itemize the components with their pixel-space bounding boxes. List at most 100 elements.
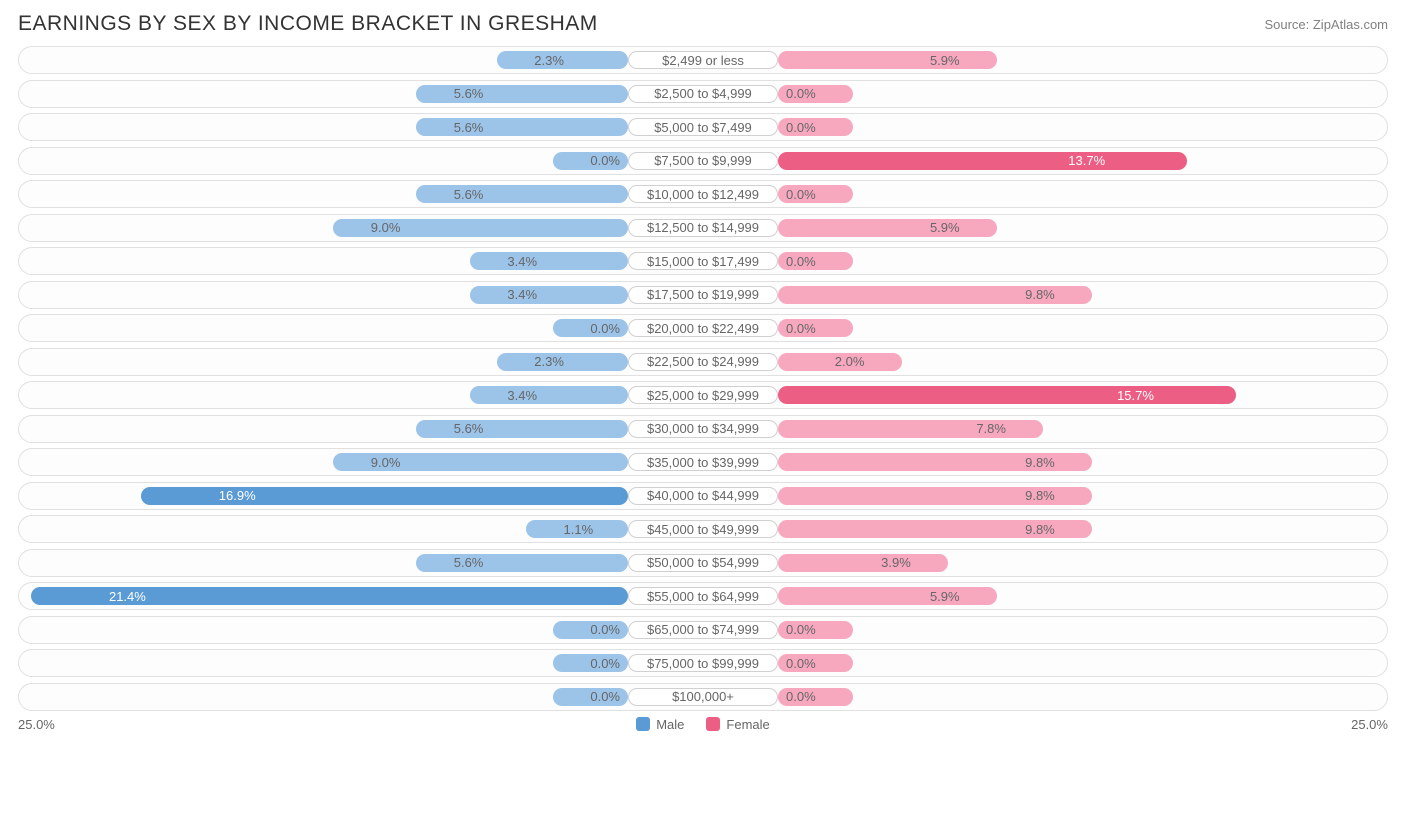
legend: Male Female <box>636 717 770 732</box>
female-value: 0.0% <box>786 81 816 107</box>
female-value: 0.0% <box>786 650 816 676</box>
male-value: 5.6% <box>454 550 484 576</box>
male-value: 0.0% <box>590 684 620 710</box>
male-value: 1.1% <box>564 516 594 542</box>
female-value: 5.9% <box>930 583 960 609</box>
bracket-label: $35,000 to $39,999 <box>628 453 778 471</box>
chart-row: 5.6% 3.9% $50,000 to $54,999 <box>18 549 1388 577</box>
bracket-label: $2,499 or less <box>628 51 778 69</box>
chart-row: 1.1% 9.8% $45,000 to $49,999 <box>18 515 1388 543</box>
female-bar <box>778 386 1236 404</box>
male-bar <box>470 252 628 270</box>
chart-row: 2.3% 5.9% $2,499 or less <box>18 46 1388 74</box>
butterfly-chart: 2.3% 5.9% $2,499 or less 5.6% 0.0% $2,500 to … <box>18 46 1388 711</box>
chart-title: EARNINGS BY SEX BY INCOME BRACKET IN GRE… <box>18 12 598 36</box>
female-value: 9.8% <box>1025 516 1055 542</box>
male-value: 21.4% <box>109 583 146 609</box>
chart-row: 21.4% 5.9% $55,000 to $64,999 <box>18 582 1388 610</box>
bracket-label: $45,000 to $49,999 <box>628 520 778 538</box>
bracket-label: $55,000 to $64,999 <box>628 587 778 605</box>
male-bar <box>141 487 628 505</box>
female-value: 3.9% <box>881 550 911 576</box>
female-value: 5.9% <box>930 215 960 241</box>
female-value: 13.7% <box>1068 148 1105 174</box>
male-value: 5.6% <box>454 114 484 140</box>
female-bar <box>778 219 997 237</box>
bracket-label: $5,000 to $7,499 <box>628 118 778 136</box>
female-value: 5.9% <box>930 47 960 73</box>
chart-row: 0.0% 0.0% $65,000 to $74,999 <box>18 616 1388 644</box>
female-value: 0.0% <box>786 315 816 341</box>
bracket-label: $17,500 to $19,999 <box>628 286 778 304</box>
chart-row: 0.0% 0.0% $20,000 to $22,499 <box>18 314 1388 342</box>
legend-male-label: Male <box>656 717 684 732</box>
bracket-label: $65,000 to $74,999 <box>628 621 778 639</box>
male-value: 5.6% <box>454 181 484 207</box>
male-value: 0.0% <box>590 617 620 643</box>
female-bar <box>778 554 948 572</box>
male-value: 2.3% <box>534 47 564 73</box>
male-value: 3.4% <box>507 382 537 408</box>
male-bar <box>416 185 628 203</box>
male-value: 16.9% <box>219 483 256 509</box>
bracket-label: $10,000 to $12,499 <box>628 185 778 203</box>
chart-row: 9.0% 5.9% $12,500 to $14,999 <box>18 214 1388 242</box>
chart-row: 0.0% 13.7% $7,500 to $9,999 <box>18 147 1388 175</box>
bracket-label: $40,000 to $44,999 <box>628 487 778 505</box>
male-value: 0.0% <box>590 650 620 676</box>
male-value: 3.4% <box>507 282 537 308</box>
male-value: 9.0% <box>371 449 401 475</box>
female-value: 0.0% <box>786 248 816 274</box>
male-value: 9.0% <box>371 215 401 241</box>
chart-row: 3.4% 15.7% $25,000 to $29,999 <box>18 381 1388 409</box>
female-swatch <box>706 717 720 731</box>
female-value: 9.8% <box>1025 282 1055 308</box>
male-bar <box>416 554 628 572</box>
bracket-label: $7,500 to $9,999 <box>628 152 778 170</box>
female-value: 0.0% <box>786 114 816 140</box>
male-value: 5.6% <box>454 416 484 442</box>
male-bar <box>470 286 628 304</box>
male-bar <box>416 420 628 438</box>
female-value: 9.8% <box>1025 483 1055 509</box>
female-bar <box>778 587 997 605</box>
female-value: 0.0% <box>786 684 816 710</box>
male-value: 3.4% <box>507 248 537 274</box>
legend-female-label: Female <box>726 717 769 732</box>
chart-row: 2.3%2.0%$22,500 to $24,999 <box>18 348 1388 376</box>
female-value: 0.0% <box>786 181 816 207</box>
female-value: 2.0% <box>835 349 865 375</box>
bracket-label: $22,500 to $24,999 <box>628 353 778 371</box>
bracket-label: $30,000 to $34,999 <box>628 420 778 438</box>
bracket-label: $2,500 to $4,999 <box>628 85 778 103</box>
female-bar <box>778 51 997 69</box>
chart-row: 0.0% 0.0% $75,000 to $99,999 <box>18 649 1388 677</box>
bracket-label: $15,000 to $17,499 <box>628 252 778 270</box>
chart-row: 16.9% 9.8% $40,000 to $44,999 <box>18 482 1388 510</box>
female-value: 7.8% <box>976 416 1006 442</box>
chart-row: 3.4% 9.8% $17,500 to $19,999 <box>18 281 1388 309</box>
male-value: 5.6% <box>454 81 484 107</box>
axis-max-right: 25.0% <box>1351 717 1388 732</box>
male-value: 0.0% <box>590 148 620 174</box>
male-bar <box>416 85 628 103</box>
chart-row: 5.6% 0.0% $2,500 to $4,999 <box>18 80 1388 108</box>
male-bar <box>416 118 628 136</box>
chart-row: 0.0% 0.0% $100,000+ <box>18 683 1388 711</box>
bracket-label: $100,000+ <box>628 688 778 706</box>
chart-row: 9.0% 9.8% $35,000 to $39,999 <box>18 448 1388 476</box>
chart-row: 5.6% 0.0% $10,000 to $12,499 <box>18 180 1388 208</box>
male-swatch <box>636 717 650 731</box>
bracket-label: $50,000 to $54,999 <box>628 554 778 572</box>
bracket-label: $25,000 to $29,999 <box>628 386 778 404</box>
male-value: 0.0% <box>590 315 620 341</box>
bracket-label: $75,000 to $99,999 <box>628 654 778 672</box>
bracket-label: $12,500 to $14,999 <box>628 219 778 237</box>
chart-row: 5.6% 0.0% $5,000 to $7,499 <box>18 113 1388 141</box>
female-value: 15.7% <box>1117 382 1154 408</box>
chart-source: Source: ZipAtlas.com <box>1264 17 1388 32</box>
legend-male: Male <box>636 717 684 732</box>
female-value: 0.0% <box>786 617 816 643</box>
bracket-label: $20,000 to $22,499 <box>628 319 778 337</box>
female-value: 9.8% <box>1025 449 1055 475</box>
